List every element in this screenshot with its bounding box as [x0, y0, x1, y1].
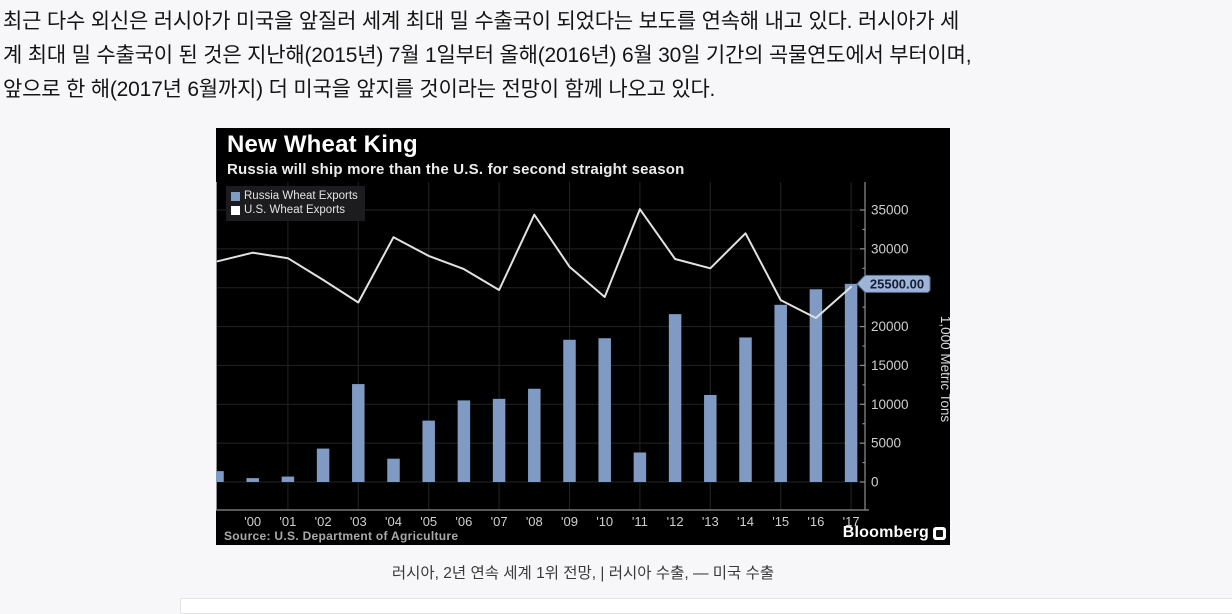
- svg-text:10000: 10000: [871, 397, 909, 412]
- russia-series-swatch: [231, 191, 240, 201]
- chart-source: Source: U.S. Department of Agriculture: [224, 529, 459, 543]
- article-text: 최근 다수 외신은 러시아가 미국을 앞질러 세계 최대 밀 수출국이 되었다는…: [3, 5, 1230, 107]
- chart-title: New Wheat King: [227, 131, 418, 158]
- svg-text:'10: '10: [596, 514, 613, 529]
- svg-text:15000: 15000: [871, 358, 909, 373]
- svg-text:'15: '15: [772, 514, 789, 529]
- svg-text:5000: 5000: [871, 436, 901, 451]
- svg-text:'14: '14: [737, 514, 754, 529]
- svg-text:'13: '13: [702, 514, 719, 529]
- article-line-3: 앞으로 한 해(2017년 6월까지) 더 미국을 앞지를 것이라는 전망이 함…: [3, 78, 716, 101]
- svg-text:0: 0: [871, 475, 879, 490]
- wheat-export-chart: 0 5000 10000 15000 20000 30000 35000'00'01'02 '…: [216, 128, 950, 545]
- next-content-box-edge: [180, 598, 1232, 614]
- svg-text:'01: '01: [279, 514, 296, 529]
- article-line-1: 최근 다수 외신은 러시아가 미국을 앞질러 세계 최대 밀 수출국이 되었다는…: [3, 10, 960, 33]
- legend-item-russia: Russia Wheat Exports: [231, 189, 358, 203]
- chart-subtitle: Russia will ship more than the U.S. for …: [227, 161, 685, 178]
- article-line-2: 계 최대 밀 수출국이 된 것은 지난해(2015년) 7월 1일부터 올해(2…: [3, 44, 972, 67]
- svg-text:'03: '03: [350, 514, 367, 529]
- svg-text:'07: '07: [491, 514, 508, 529]
- svg-text:25500.00: 25500.00: [870, 276, 924, 291]
- svg-text:'11: '11: [632, 514, 648, 529]
- y-tick-labels: 0 5000 10000 15000 20000 30000 35000: [860, 203, 909, 490]
- svg-text:'17: '17: [843, 514, 860, 529]
- us-series-swatch: [231, 205, 240, 215]
- svg-text:'12: '12: [667, 514, 684, 529]
- svg-text:'04: '04: [385, 514, 402, 529]
- svg-text:'09: '09: [561, 514, 578, 529]
- svg-text:'02: '02: [315, 514, 332, 529]
- svg-text:'00: '00: [244, 514, 261, 529]
- bloomberg-logo-text: Bloomberg: [842, 524, 929, 541]
- x-tick-labels: '00 '01 '02 '03 '04 '05 '06 '07 '08 '09 '10 '11 '12 '…: [244, 514, 859, 529]
- svg-text:'05: '05: [420, 514, 437, 529]
- svg-text:35000: 35000: [871, 203, 909, 218]
- svg-text:20000: 20000: [871, 319, 909, 334]
- svg-text:30000: 30000: [871, 241, 909, 256]
- legend-label-russia: Russia Wheat Exports: [244, 190, 358, 202]
- svg-text:'08: '08: [526, 514, 543, 529]
- chart-caption: 러시아, 2년 연속 세계 1위 전망, | 러시아 수출, — 미국 수출: [391, 565, 775, 582]
- us-line: [216, 208, 853, 319]
- chart-legend: Russia Wheat Exports U.S. Wheat Exports: [226, 186, 365, 221]
- svg-text:'16: '16: [807, 514, 824, 529]
- legend-label-us: U.S. Wheat Exports: [244, 204, 345, 216]
- value-badge: 25500.00: [856, 274, 931, 293]
- russia-bars: [216, 283, 858, 482]
- legend-item-us: U.S. Wheat Exports: [231, 203, 358, 217]
- bloomberg-brand: Bloomberg: [843, 524, 946, 542]
- svg-text:'06: '06: [455, 514, 472, 529]
- bloomberg-logo-icon: [933, 526, 946, 540]
- y-axis-title: 1,000 Metric Tons: [938, 316, 950, 423]
